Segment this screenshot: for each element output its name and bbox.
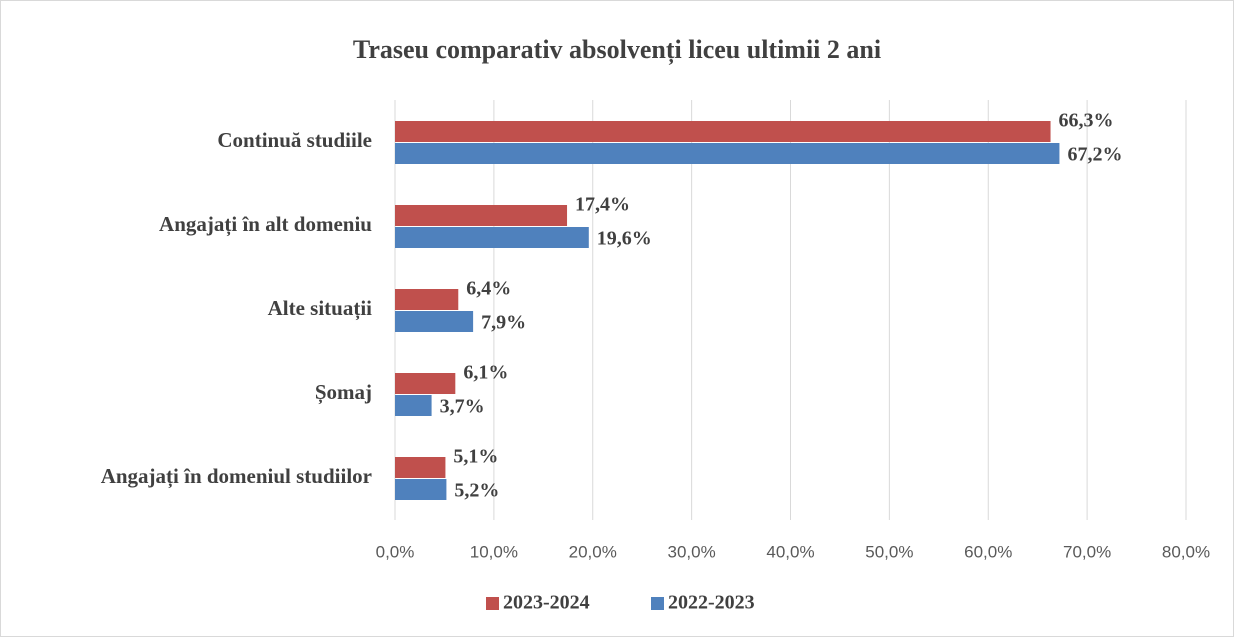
data-label: 5,2% — [454, 480, 499, 502]
bar — [395, 205, 568, 226]
legend-label: 2022-2023 — [668, 592, 755, 614]
data-label: 7,9% — [481, 312, 526, 334]
bar — [395, 289, 459, 310]
data-label: 67,2% — [1067, 144, 1122, 166]
bar — [395, 227, 589, 248]
data-label: 66,3% — [1059, 110, 1114, 132]
x-tick-label: 40,0% — [766, 542, 814, 561]
x-tick-label: 0,0% — [376, 542, 415, 561]
x-tick-label: 70,0% — [1063, 542, 1111, 561]
data-label: 6,4% — [466, 278, 511, 300]
y-tick-label: Continuă studiile — [217, 128, 372, 152]
x-tick-label: 20,0% — [569, 542, 617, 561]
legend-swatch — [651, 597, 664, 610]
legend-label: 2023-2024 — [503, 592, 590, 614]
x-tick-label: 30,0% — [668, 542, 716, 561]
data-label: 3,7% — [440, 396, 485, 418]
data-label: 5,1% — [453, 446, 498, 468]
y-tick-label: Alte situații — [268, 296, 373, 321]
bar — [395, 121, 1051, 142]
data-label: 6,1% — [463, 362, 508, 384]
y-tick-label: Angajați în domeniul studiilor — [101, 464, 372, 489]
bar — [395, 143, 1060, 164]
x-tick-label: 50,0% — [865, 542, 913, 561]
x-tick-label: 10,0% — [470, 542, 518, 561]
y-tick-label: Șomaj — [315, 380, 372, 405]
x-tick-label: 80,0% — [1162, 542, 1210, 561]
legend-swatch — [486, 597, 499, 610]
bar — [395, 311, 474, 332]
bar — [395, 457, 446, 478]
data-label: 17,4% — [575, 194, 630, 216]
bar — [395, 395, 432, 416]
bar — [395, 373, 456, 394]
chart-title: Traseu comparativ absolvenți liceu ultim… — [353, 35, 881, 65]
bar — [395, 479, 447, 500]
x-tick-label: 60,0% — [964, 542, 1012, 561]
data-label: 19,6% — [597, 228, 652, 250]
y-tick-label: Angajați în alt domeniu — [159, 212, 372, 237]
